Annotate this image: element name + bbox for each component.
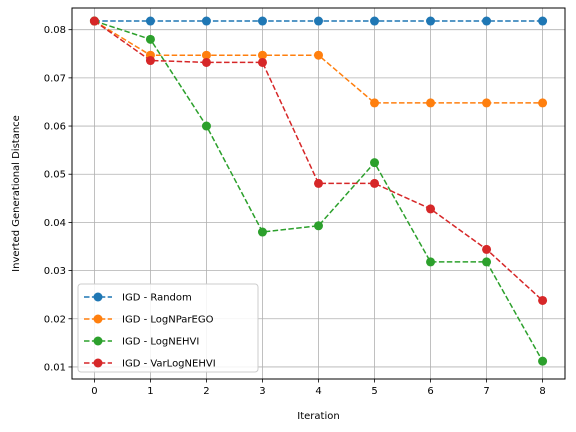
x-tick-label: 2 [203,386,209,397]
data-point [426,257,436,267]
grid-lines [72,8,565,379]
legend-marker [93,292,103,302]
y-tick-label: 0.07 [44,73,66,84]
data-point [201,16,211,26]
data-point [426,98,436,108]
data-point [370,16,380,26]
data-point [314,16,323,26]
y-tick-label: 0.03 [44,266,66,277]
data-point [145,16,155,26]
data-point [314,50,323,60]
series-line [94,20,544,362]
x-tick-label: 7 [483,386,489,397]
data-point [201,121,211,131]
data-point [257,227,267,237]
legend-label: IGD - LogNParEGO [122,315,214,326]
data-point [538,16,548,26]
data-point [482,257,492,267]
y-tick-label: 0.05 [44,170,66,181]
x-axis-label: Iteration [297,411,339,422]
data-point [257,16,267,26]
y-tick-label: 0.08 [44,25,66,36]
x-tick-label: 5 [371,386,377,397]
legend-label: IGD - VarLogNEHVI [122,359,216,370]
y-tick-label: 0.06 [44,122,66,133]
data-point [314,178,323,188]
data-point [145,56,155,66]
legend-marker [93,314,103,324]
data-point [314,221,323,231]
y-axis-label: Inverted Generational Distance [11,115,22,272]
data-point [257,50,267,60]
data-point [538,98,548,108]
x-tick-label: 3 [259,386,265,397]
x-tick-label: 1 [147,386,153,397]
data-point [538,295,548,305]
y-tick-label: 0.02 [44,314,66,325]
data-point [370,178,380,188]
y-tick-label: 0.04 [44,218,66,229]
legend-label: IGD - Random [122,293,192,304]
series-line [93,20,544,302]
x-tick-label: 0 [91,386,97,397]
data-point [482,16,492,26]
data-point [370,158,380,168]
y-tick-label: 0.01 [44,362,66,373]
legend-label: IGD - LogNEHVI [122,337,199,348]
legend-marker [93,336,103,346]
axis-ticks: 0 1 2 3 4 5 6 7 8 0.01 0.02 0.03 0.04 0.05 0.06 0.07 0.0… [44,25,546,397]
data-point [257,57,267,67]
data-point [538,356,548,366]
series-igd-varlognehvi [89,16,548,305]
legend-marker [93,358,103,368]
legend: IGD - Random IGD - LogNParEGO IGD - LogNEH… [77,283,259,373]
series-igd-lognehvi [89,16,548,366]
data-point [482,244,492,254]
data-point [482,98,492,108]
x-tick-label: 4 [315,386,321,397]
data-point [201,50,211,60]
x-tick-label: 8 [539,386,545,397]
data-point [370,98,380,108]
data-point [426,16,436,26]
legend-box [77,283,259,373]
data-point [89,16,99,26]
series-layer [89,16,548,366]
data-point [201,57,211,67]
data-point [426,204,436,214]
x-tick-label: 6 [427,386,433,397]
data-point [145,34,155,44]
